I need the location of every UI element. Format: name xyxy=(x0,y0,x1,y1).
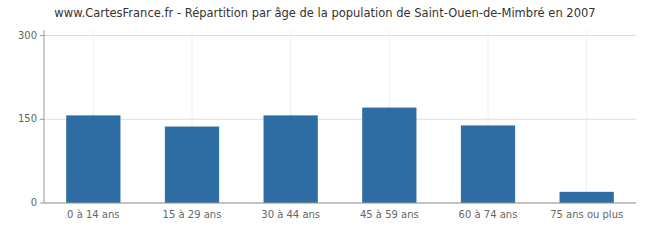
x-tick-label: 60 à 74 ans xyxy=(459,209,518,220)
bar xyxy=(461,125,515,203)
grid xyxy=(44,30,636,203)
bar xyxy=(362,108,416,203)
y-tick xyxy=(40,35,44,36)
x-tick-label: 45 à 59 ans xyxy=(360,209,419,220)
grid-line-y xyxy=(44,203,636,204)
y-tick-label: 150 xyxy=(18,113,37,124)
bars xyxy=(66,108,614,203)
bar xyxy=(560,192,614,203)
x-tick-label: 15 à 29 ans xyxy=(163,209,222,220)
bar xyxy=(264,115,318,203)
x-tick-label: 30 à 44 ans xyxy=(261,209,320,220)
y-tick-label: 300 xyxy=(18,30,37,41)
x-tick-label: 0 à 14 ans xyxy=(67,209,119,220)
bar xyxy=(66,115,120,203)
chart-container: www.CartesFrance.fr - Répartition par âg… xyxy=(0,0,650,229)
y-tick xyxy=(40,203,44,204)
grid-line-x xyxy=(586,30,587,203)
x-axis-line xyxy=(44,203,636,204)
grid-line-y xyxy=(44,35,636,36)
bar xyxy=(165,127,219,203)
axes: 0 150 300 0 à 14 ans 15 à 29 ans 30 à 44 ans 4… xyxy=(18,30,636,220)
x-tick-label: 75 ans ou plus xyxy=(550,209,623,220)
y-tick xyxy=(40,119,44,120)
chart-title: www.CartesFrance.fr - Répartition par âg… xyxy=(54,6,595,20)
chart-svg: www.CartesFrance.fr - Répartition par âg… xyxy=(0,0,650,229)
y-tick-label: 0 xyxy=(31,197,37,208)
grid-line-y xyxy=(44,119,636,120)
y-axis-line xyxy=(44,30,45,203)
